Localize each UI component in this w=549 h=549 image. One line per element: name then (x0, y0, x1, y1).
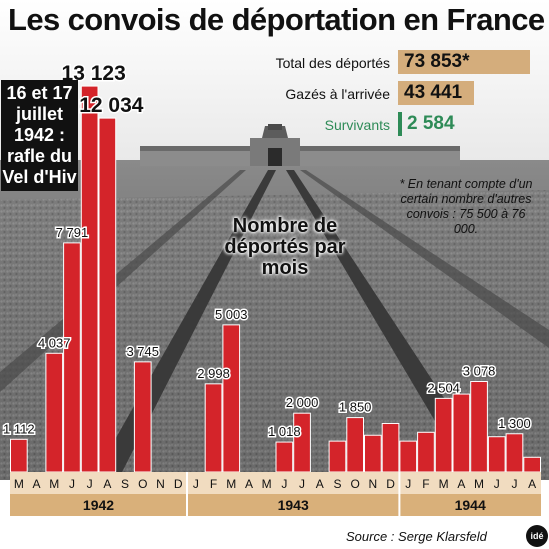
stat-label-total: Total des déportés (275, 55, 390, 71)
month-tick-label: J (281, 477, 287, 491)
year-band (10, 494, 541, 516)
stat-label-gassed: Gazés à l'arrivée (285, 86, 390, 102)
month-tick-label: S (121, 477, 129, 491)
bar-value-label: 5 003 (215, 307, 248, 322)
month-tick-label: J (69, 477, 75, 491)
bar (45, 352, 64, 473)
month-tick-label: A (316, 477, 324, 491)
month-tick-label: M (439, 477, 449, 491)
stat-value-survivors: 2 584 (398, 112, 468, 136)
bar (381, 422, 400, 473)
bar-value-label: 1 850 (339, 400, 372, 415)
bar (434, 397, 453, 473)
bar (487, 436, 506, 473)
bar-value-label: 13 123 (62, 62, 126, 85)
bar (63, 242, 81, 473)
bar (98, 117, 117, 473)
bar-value-label: 1 112 (3, 421, 35, 436)
bar (328, 440, 347, 473)
bar (470, 380, 488, 473)
source-credit: Source : Serge Klarsfeld (346, 529, 487, 544)
bar (523, 456, 541, 473)
footnote: * En tenant compte d'un certain nombre d… (399, 177, 533, 236)
stat-value-gassed: 43 441 (398, 81, 474, 105)
ide-logo: idé (526, 525, 548, 547)
bar-value-label: 7 791 (56, 225, 89, 240)
bars-layer (10, 85, 541, 473)
bar (293, 412, 311, 473)
month-tick-label: M (262, 477, 272, 491)
month-tick-label: A (103, 477, 111, 491)
month-tick-label: S (333, 477, 341, 491)
year-label: 1943 (278, 497, 309, 513)
bar (417, 431, 435, 473)
bar-value-label: 2 000 (286, 395, 319, 410)
month-tick-label: J (405, 477, 411, 491)
bar-value-label: 2 504 (427, 380, 460, 395)
month-tick-label: F (422, 477, 429, 491)
month-tick-label: M (226, 477, 236, 491)
month-tick-label: J (511, 477, 517, 491)
month-tick-label: O (350, 477, 359, 491)
bar (452, 393, 471, 473)
bar (10, 438, 28, 473)
bar-value-label: 2 998 (197, 366, 230, 381)
month-tick-label: M (14, 477, 24, 491)
bar (399, 440, 418, 473)
bar-value-label: 1 018 (268, 424, 301, 439)
month-tick-label: F (210, 477, 217, 491)
bar-value-label: 12 034 (79, 94, 144, 117)
month-tick-label: D (174, 477, 183, 491)
year-label: 1942 (83, 497, 114, 513)
chart-label: Nombre de déportés par mois (224, 215, 346, 279)
stat-value-total: 73 853* (398, 50, 530, 74)
month-tick-label: O (138, 477, 147, 491)
bar (133, 361, 152, 473)
month-tick-label: J (87, 477, 93, 491)
year-label: 1944 (455, 497, 486, 513)
month-band (10, 472, 541, 494)
bar (204, 383, 223, 473)
month-tick-label: J (193, 477, 199, 491)
bar (346, 417, 364, 473)
bar (80, 85, 99, 473)
month-tick-label: M (49, 477, 59, 491)
bar-value-label: 3 745 (126, 344, 159, 359)
bar (505, 433, 524, 473)
month-tick-label: D (386, 477, 395, 491)
value-labels-layer: 1 112 4 037 7 791 13 123 12 034 3 745 2 998 5 0… (2, 61, 533, 441)
month-tick-label: J (299, 477, 305, 491)
bar-value-label: 3 078 (463, 363, 496, 378)
bar (275, 441, 294, 473)
month-tick-label: A (457, 477, 465, 491)
month-tick-label: J (494, 477, 500, 491)
month-tick-label: N (156, 477, 165, 491)
vel-dhiv-callout: 16 et 17 juillet 1942 : rafle du Vel d'H… (1, 80, 78, 191)
bar (222, 324, 241, 473)
bar-value-label: 1 300 (498, 416, 531, 431)
month-tick-label: N (369, 477, 378, 491)
month-tick-label: M (474, 477, 484, 491)
month-tick-label: A (245, 477, 253, 491)
stat-label-survivors: Survivants (324, 117, 390, 133)
month-tick-label: A (528, 477, 536, 491)
bar (364, 434, 382, 473)
page-title: Les convois de déportation en France (8, 2, 545, 37)
bar-value-label: 4 037 (38, 335, 71, 350)
month-tick-label: A (33, 477, 41, 491)
